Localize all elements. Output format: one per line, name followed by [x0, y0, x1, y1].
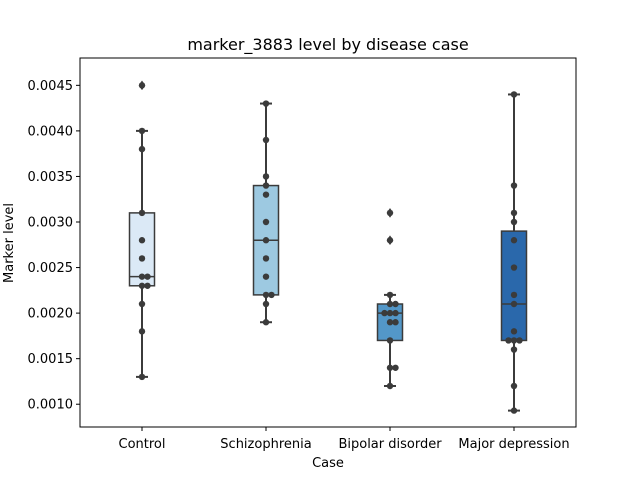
y-axis-label: Marker level: [2, 203, 17, 283]
x-axis-label: Case: [312, 456, 344, 471]
data-point: [386, 300, 394, 308]
data-point: [392, 319, 399, 326]
data-point: [138, 273, 146, 280]
data-point: [510, 328, 518, 335]
data-point: [510, 218, 518, 226]
data-point: [392, 300, 399, 308]
data-point: [144, 273, 151, 280]
data-point: [262, 173, 270, 180]
chart-title: marker_3883 level by disease case: [187, 35, 468, 55]
data-point: [138, 82, 146, 89]
data-point: [510, 209, 518, 217]
data-point: [386, 291, 394, 299]
data-point: [262, 291, 270, 299]
x-tick-label: Control: [119, 437, 166, 452]
box-iqr: [500, 230, 528, 342]
data-point: [262, 273, 270, 280]
data-point: [138, 282, 146, 289]
data-point: [262, 255, 270, 262]
data-point: [510, 182, 518, 189]
data-point: [510, 291, 518, 299]
data-point: [510, 382, 518, 390]
data-point: [392, 364, 399, 371]
y-tick-label: 0.0040: [28, 124, 74, 139]
y-tick-label: 0.0015: [28, 352, 74, 367]
data-point: [510, 407, 518, 414]
data-point: [510, 346, 518, 353]
data-point: [510, 264, 518, 271]
data-point: [510, 337, 518, 344]
y-tick-label: 0.0025: [28, 261, 74, 276]
data-point: [505, 337, 512, 344]
data-point: [510, 300, 518, 308]
data-point: [138, 255, 146, 262]
data-point: [386, 319, 394, 326]
x-tick-label: Major depression: [458, 437, 569, 452]
data-point: [262, 191, 270, 198]
data-point: [138, 145, 146, 153]
data-point: [138, 209, 146, 217]
data-point: [386, 309, 394, 317]
data-point: [262, 218, 270, 226]
plot-frame: [79, 57, 577, 428]
data-point: [138, 127, 146, 135]
data-point: [386, 382, 394, 390]
data-point: [268, 291, 275, 299]
data-point: [144, 282, 151, 289]
data-point: [262, 100, 270, 107]
data-point: [386, 337, 394, 344]
box-group-major-depression: [500, 93, 528, 412]
data-point: [262, 319, 270, 326]
y-tick-label: 0.0020: [28, 307, 74, 322]
plot-area: 0.0010 0.0015 0.0020 0.0025 0.0030 0.0035 0.00…: [28, 79, 570, 452]
data-point: [262, 237, 270, 244]
y-tick-label: 0.0035: [28, 170, 74, 185]
data-point: [138, 237, 146, 244]
y-tick-label: 0.0030: [28, 216, 74, 231]
y-tick-label: 0.0045: [28, 79, 74, 94]
data-point: [262, 300, 270, 308]
data-point: [392, 309, 399, 317]
data-point: [510, 91, 518, 98]
data-point: [516, 337, 523, 344]
data-point: [138, 300, 146, 308]
data-point: [262, 136, 270, 144]
x-tick-label: Schizophrenia: [220, 437, 311, 452]
data-point: [386, 237, 394, 244]
data-point: [262, 182, 270, 189]
data-point: [138, 373, 146, 381]
data-point: [386, 364, 394, 371]
data-point: [386, 209, 394, 217]
x-tick-label: Bipolar disorder: [338, 437, 442, 452]
data-point: [138, 328, 146, 335]
y-tick-label: 0.0010: [28, 398, 74, 413]
data-point: [510, 237, 518, 244]
data-point: [381, 309, 388, 317]
